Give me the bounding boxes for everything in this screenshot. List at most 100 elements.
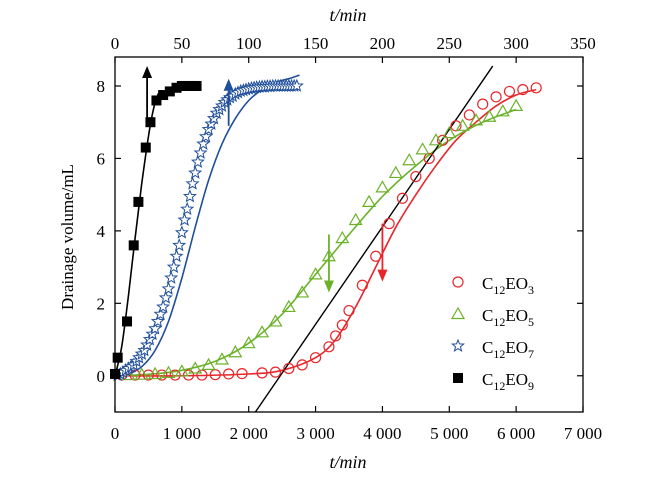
data-point-C12EO5 bbox=[375, 180, 390, 193]
plot-border bbox=[114, 56, 584, 413]
y-tick-label: 8 bbox=[97, 77, 106, 96]
data-point-C12EO3 bbox=[423, 152, 435, 165]
top-x-tick-label: 300 bbox=[503, 34, 529, 53]
data-point-C12EO3 bbox=[142, 369, 155, 381]
data-point-C12EO9 bbox=[133, 196, 144, 207]
data-point-C12EO3 bbox=[236, 368, 248, 380]
data-point-C12EO3 bbox=[269, 366, 282, 378]
top-x-tick-label: 150 bbox=[303, 34, 329, 53]
data-point-C12EO5 bbox=[388, 165, 403, 179]
chart-markers bbox=[110, 78, 542, 382]
legend-label-C12EO5: C12EO5 bbox=[482, 306, 534, 329]
data-point-C12EO9 bbox=[191, 80, 202, 91]
data-point-C12EO9 bbox=[140, 142, 151, 153]
top-x-tick-label: 200 bbox=[370, 34, 396, 53]
data-point-C12EO5 bbox=[362, 194, 377, 207]
data-point-C12EO3 bbox=[323, 341, 335, 353]
data-point-C12EO3 bbox=[477, 98, 489, 110]
top-x-tick-label: 100 bbox=[236, 34, 262, 53]
data-point-C12EO5 bbox=[428, 133, 443, 146]
data-point-C12EO7 bbox=[180, 201, 195, 216]
x-axis-label: t/min bbox=[329, 452, 366, 472]
data-point-C12EO5 bbox=[134, 367, 149, 380]
data-point-C12EO5 bbox=[228, 345, 243, 358]
data-point-C12EO5 bbox=[148, 366, 163, 380]
data-point-C12EO7 bbox=[193, 145, 208, 159]
data-point-C12EO3 bbox=[396, 192, 409, 204]
data-point-C12EO7 bbox=[174, 225, 189, 239]
x-tick-label: 5 000 bbox=[430, 424, 468, 443]
top-x-tick-label: 350 bbox=[570, 34, 596, 53]
data-point-C12EO5 bbox=[255, 325, 270, 338]
data-point-C12EO9 bbox=[122, 316, 133, 327]
data-point-C12EO7 bbox=[177, 212, 192, 227]
data-point-C12EO5 bbox=[509, 98, 524, 112]
data-point-C12EO7 bbox=[198, 129, 213, 143]
data-point-C12EO3 bbox=[309, 352, 322, 364]
data-point-C12EO3 bbox=[530, 82, 542, 94]
top-axis-ticks: 0 50 100 150 200 250 300 350 bbox=[111, 34, 596, 63]
arrows bbox=[142, 66, 388, 293]
data-point-C12EO3 bbox=[256, 367, 268, 379]
data-point-C12EO5 bbox=[268, 314, 283, 327]
x-tick-label: 4 000 bbox=[363, 424, 401, 443]
data-point-C12EO7 bbox=[156, 299, 171, 313]
data-point-C12EO5 bbox=[281, 299, 296, 313]
data-point-C12EO7 bbox=[164, 270, 179, 284]
data-point-C12EO5 bbox=[308, 267, 323, 280]
data-point-C12EO5 bbox=[335, 230, 350, 244]
x-tick-label: 2 000 bbox=[230, 424, 268, 443]
data-point-C12EO9 bbox=[145, 117, 156, 128]
data-point-C12EO7 bbox=[148, 321, 163, 335]
data-point-C12EO5 bbox=[442, 125, 457, 139]
data-point-C12EO3 bbox=[283, 362, 295, 375]
legend-label-C12EO3: C12EO3 bbox=[482, 274, 534, 297]
legend-marker-C12EO3 bbox=[452, 276, 464, 288]
y-tick-label: 0 bbox=[97, 367, 106, 386]
data-point-C12EO5 bbox=[188, 361, 203, 374]
fit-curve-C12EO7 bbox=[115, 74, 300, 377]
data-point-C12EO3 bbox=[370, 250, 382, 262]
data-point-C12EO3 bbox=[463, 109, 475, 121]
arrow-head bbox=[377, 269, 388, 282]
arrow-head bbox=[223, 78, 234, 91]
data-point-C12EO5 bbox=[174, 364, 189, 377]
data-point-C12EO5 bbox=[495, 104, 510, 117]
top-x-tick-label: 0 bbox=[111, 34, 120, 53]
data-point-C12EO7 bbox=[172, 238, 187, 252]
data-point-C12EO5 bbox=[201, 357, 216, 371]
data-point-C12EO5 bbox=[161, 365, 176, 378]
data-point-C12EO7 bbox=[289, 78, 304, 92]
data-point-C12EO3 bbox=[383, 218, 395, 230]
plot-frame bbox=[114, 56, 584, 413]
data-point-C12EO7 bbox=[169, 248, 184, 263]
data-point-C12EO7 bbox=[153, 306, 168, 321]
data-point-C12EO3 bbox=[169, 369, 181, 381]
data-point-C12EO7 bbox=[150, 314, 165, 328]
data-point-C12EO3 bbox=[223, 368, 235, 380]
data-point-C12EO7 bbox=[190, 154, 205, 168]
top-x-tick-label: 250 bbox=[437, 34, 463, 53]
arrow-head bbox=[323, 280, 334, 293]
data-point-C12EO7 bbox=[188, 165, 203, 179]
fit-curve-C12EO5 bbox=[115, 108, 517, 377]
data-point-C12EO3 bbox=[356, 279, 368, 291]
data-point-C12EO7 bbox=[185, 176, 200, 190]
data-point-C12EO3 bbox=[517, 84, 529, 96]
y-axis-ticks: 0 2 4 6 8 bbox=[97, 77, 583, 386]
data-point-C12EO3 bbox=[410, 170, 422, 183]
data-point-C12EO3 bbox=[490, 91, 502, 103]
legend-marker-C12EO9 bbox=[453, 373, 463, 383]
data-point-C12EO7 bbox=[196, 136, 211, 150]
data-point-C12EO7 bbox=[166, 259, 181, 274]
data-point-C12EO3 bbox=[296, 359, 308, 371]
data-point-C12EO5 bbox=[241, 335, 256, 349]
y-axis-label: Drainage volume/mL bbox=[58, 164, 77, 310]
x-tick-label: 1 000 bbox=[163, 424, 201, 443]
data-point-C12EO5 bbox=[348, 212, 363, 226]
legend-marker-C12EO5 bbox=[450, 306, 466, 320]
data-point-C12EO9 bbox=[128, 240, 139, 251]
tangent-line bbox=[254, 65, 494, 412]
legend-label-C12EO9: C12EO9 bbox=[482, 370, 534, 393]
